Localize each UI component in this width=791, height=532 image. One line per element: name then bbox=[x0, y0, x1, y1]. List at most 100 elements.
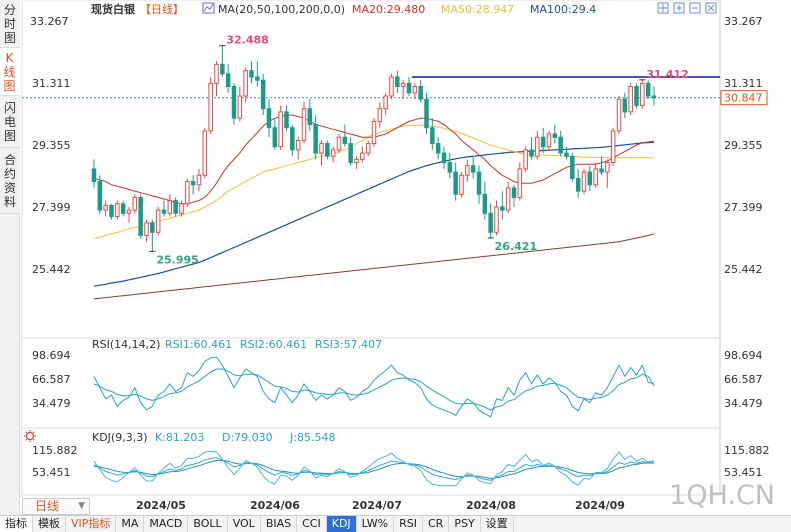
indicator-tab[interactable]: LW% bbox=[357, 515, 395, 532]
candle-down bbox=[313, 124, 318, 154]
candle-up bbox=[640, 82, 645, 107]
rsi-panel-frame bbox=[21, 337, 721, 429]
kdj-j-line bbox=[93, 450, 655, 487]
candle-down bbox=[587, 171, 593, 186]
kdj-k-value: K:81.203 bbox=[155, 431, 204, 444]
kline-chart[interactable]: 现货白银 【日线】 MA(20,50,100,200,0,0) MA20:29.… bbox=[0, 0, 791, 515]
candle-down bbox=[249, 70, 254, 78]
rsi3-value: RSI3:57.407 bbox=[315, 338, 382, 351]
kdj-tick: 115.882 bbox=[724, 444, 770, 457]
ma50-value: MA50:28.947 bbox=[441, 3, 514, 16]
indicator-tab[interactable]: 设置 bbox=[481, 515, 514, 532]
kdj-k-line bbox=[93, 457, 655, 481]
tab-kline-label: K线图 bbox=[3, 50, 16, 93]
candle-up bbox=[360, 152, 365, 160]
date-label: 2024/09 bbox=[575, 499, 625, 512]
rsi-tick: 98.694 bbox=[32, 349, 71, 362]
chevron-down-icon: ▼ bbox=[78, 501, 85, 511]
price-panel-frame bbox=[21, 0, 721, 339]
zoom-in-icon[interactable] bbox=[673, 2, 685, 14]
candle-down bbox=[511, 187, 517, 198]
candle-down bbox=[488, 212, 493, 233]
candle-down bbox=[266, 108, 272, 129]
indicator-tab[interactable]: CCI bbox=[297, 515, 327, 532]
kdj-plot bbox=[93, 450, 655, 487]
annotation-high-1: 32.488 bbox=[226, 34, 268, 47]
candle-up bbox=[237, 95, 243, 119]
price-tick: 31.311 bbox=[724, 77, 763, 90]
indicator-tab[interactable]: 模板 bbox=[33, 515, 66, 532]
candle-down bbox=[109, 204, 114, 217]
candle-up bbox=[616, 98, 622, 132]
rsi-tick: 34.479 bbox=[724, 397, 763, 410]
price-tick: 33.267 bbox=[30, 15, 69, 28]
price-tick: 29.355 bbox=[724, 139, 763, 152]
candle-up bbox=[167, 200, 173, 214]
candle-up bbox=[179, 203, 184, 214]
date-label: 2024/05 bbox=[136, 499, 186, 512]
tab-kline[interactable]: K线图 bbox=[0, 48, 20, 96]
rsi-tick: 66.587 bbox=[724, 373, 763, 386]
move-icon[interactable] bbox=[657, 2, 669, 14]
candle-down bbox=[395, 76, 400, 88]
indicator-tab[interactable]: BIAS bbox=[261, 515, 298, 532]
candle-down bbox=[552, 133, 558, 138]
rsi-tick: 34.479 bbox=[32, 397, 71, 410]
price-tick: 27.399 bbox=[32, 201, 71, 214]
candle-down bbox=[150, 222, 155, 233]
annotation-high-2: 31.412 bbox=[646, 68, 688, 81]
ma-params: MA(20,50,100,200,0,0) bbox=[218, 3, 345, 16]
kdj-settings-icon[interactable] bbox=[24, 430, 36, 442]
candle-up bbox=[459, 174, 464, 195]
tab-contract-info-label: 合约资料 bbox=[3, 152, 16, 209]
candle-up bbox=[412, 86, 418, 94]
zoom-out-icon[interactable] bbox=[689, 2, 701, 14]
period-select[interactable]: 日线 ▼ bbox=[22, 498, 90, 515]
indicator-tab[interactable]: CR bbox=[423, 515, 450, 532]
indicator-tab[interactable]: VOL bbox=[228, 515, 261, 532]
candle-down bbox=[290, 127, 295, 151]
candle-down bbox=[284, 111, 289, 129]
chart-type-icon[interactable] bbox=[202, 2, 215, 14]
indicator-tab[interactable]: VIP指标 bbox=[66, 515, 117, 532]
candle-up bbox=[214, 63, 219, 84]
indicator-tab[interactable]: PSY bbox=[449, 515, 481, 532]
tab-flash[interactable]: 闪电图 bbox=[0, 96, 20, 148]
candle-down bbox=[307, 108, 313, 126]
candle-down bbox=[91, 168, 97, 183]
kdj-axis: 115.882 53.451 115.882 53.451 bbox=[32, 444, 770, 479]
candle-down bbox=[424, 98, 429, 129]
price-tick: 33.267 bbox=[724, 15, 763, 28]
candle-up bbox=[336, 136, 342, 151]
candle-up bbox=[208, 82, 213, 132]
indicator-tab[interactable]: MACD bbox=[144, 515, 189, 532]
close-icon[interactable] bbox=[705, 2, 717, 14]
indicator-tab[interactable]: KDJ bbox=[326, 515, 357, 532]
indicator-tab[interactable]: BOLL bbox=[188, 515, 228, 532]
candle-up bbox=[155, 209, 161, 233]
indicator-tab[interactable]: 指标 bbox=[0, 515, 33, 532]
tab-timeshare[interactable]: 分时图 bbox=[0, 0, 20, 48]
candle-up bbox=[371, 120, 377, 145]
indicator-tab[interactable]: MA bbox=[116, 515, 145, 532]
candle-down bbox=[406, 82, 412, 94]
candle-down bbox=[540, 136, 546, 148]
current-price-label: 30.847 bbox=[724, 92, 763, 105]
date-axis: 2024/05 2024/06 2024/07 2024/08 2024/09 bbox=[136, 499, 625, 512]
candle-down bbox=[342, 136, 348, 145]
tab-contract-info[interactable]: 合约资料 bbox=[0, 148, 20, 214]
tab-timeshare-label: 分时图 bbox=[3, 2, 16, 45]
annotation-low-2: 26.421 bbox=[495, 240, 537, 253]
price-axis: 33.267 31.311 29.355 27.399 25.442 33.26… bbox=[30, 15, 763, 276]
candle-down bbox=[651, 95, 657, 99]
candle-up bbox=[505, 187, 511, 211]
kdj-tick: 53.451 bbox=[724, 466, 763, 479]
rsi-plot bbox=[93, 356, 655, 418]
date-label: 2024/08 bbox=[466, 499, 516, 512]
candle-down bbox=[529, 149, 534, 157]
instrument-name: 现货白银 bbox=[91, 2, 136, 16]
candle-down bbox=[231, 86, 237, 119]
indicator-tab[interactable]: RSI bbox=[394, 515, 423, 532]
candle-up bbox=[144, 222, 149, 236]
candle-up bbox=[330, 149, 336, 157]
